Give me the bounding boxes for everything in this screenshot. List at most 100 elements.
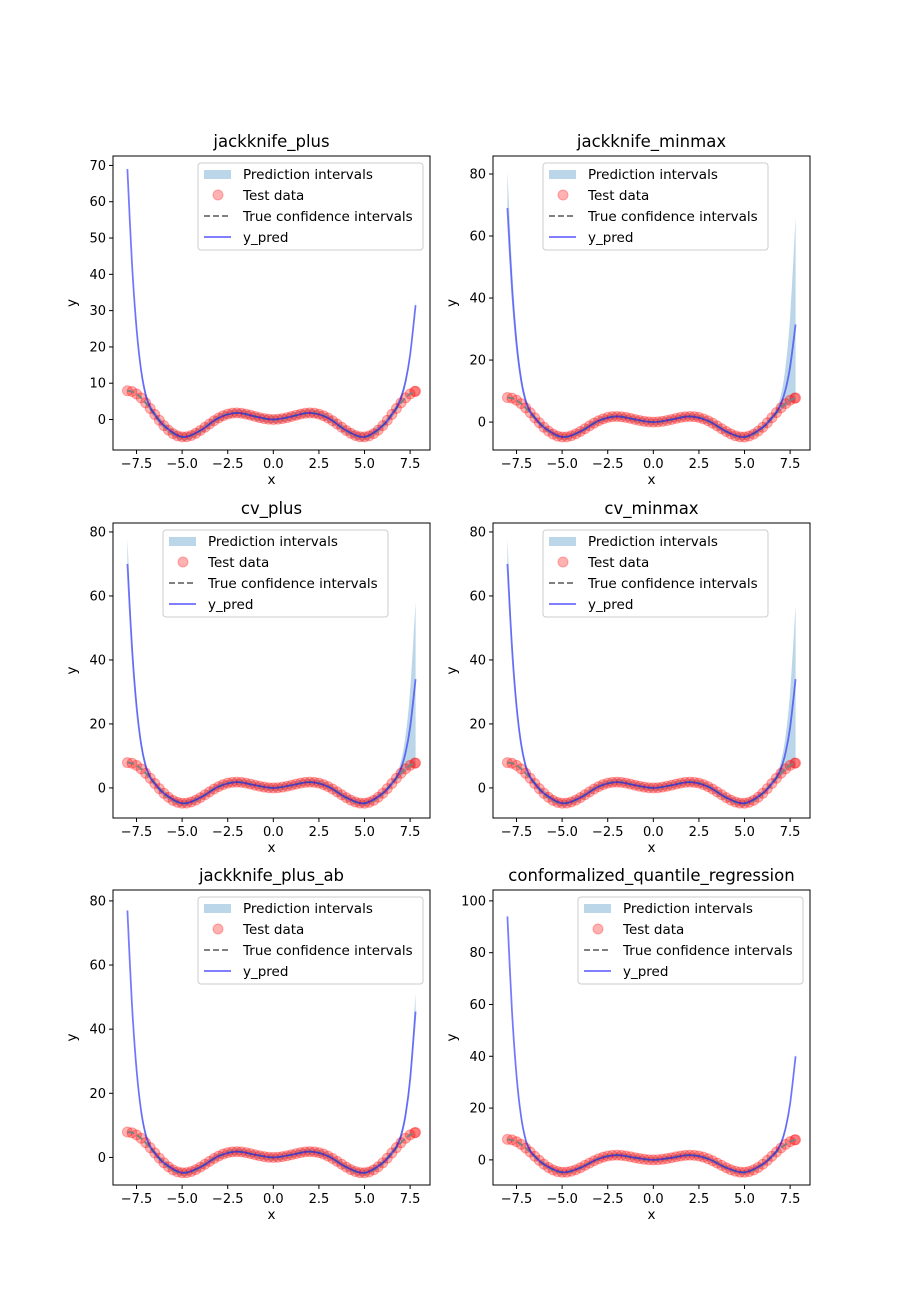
- y-tick-label: 80: [89, 894, 106, 909]
- legend: Prediction intervals Test data True confid…: [577, 896, 804, 985]
- x-tick-label: 7.5: [400, 457, 421, 472]
- y-tick-label: 100: [461, 894, 486, 909]
- legend-label: y_pred: [588, 597, 633, 613]
- subplot-cv-minmax: −7.5 −5.0 −2.5 0.0 2.5 5.0 7.5 0 20 40 60 80 cv_minm…: [444, 499, 811, 856]
- test-data-point: [410, 385, 422, 397]
- legend-swatch-prediction-intervals: [584, 904, 611, 913]
- y-axis-label: y: [64, 1034, 80, 1042]
- test-data-point: [410, 757, 422, 769]
- x-tick-label: 7.5: [780, 1192, 801, 1207]
- legend-swatch-prediction-intervals: [549, 537, 576, 546]
- y-tick-label: 0: [478, 781, 486, 796]
- y-tick-label: 0: [98, 1151, 106, 1166]
- legend-label: y_pred: [243, 230, 288, 246]
- y-pred-line: [506, 916, 797, 1174]
- y-tick-label: 20: [469, 1102, 486, 1117]
- legend-label: Prediction intervals: [208, 534, 338, 550]
- x-tick-label: 7.5: [780, 825, 801, 840]
- legend: Prediction intervals Test data True confid…: [162, 529, 389, 618]
- x-tick-label: −5.0: [166, 1192, 198, 1207]
- y-tick-label: 10: [89, 377, 106, 392]
- legend-swatch-prediction-intervals: [204, 904, 231, 913]
- x-tick-label: −7.5: [501, 457, 533, 472]
- x-tick-label: −2.5: [212, 1192, 244, 1207]
- x-axis-label: x: [268, 840, 276, 856]
- x-tick-label: 2.5: [309, 825, 330, 840]
- legend-frame: [197, 162, 424, 251]
- test-data-point: [790, 757, 802, 769]
- legend: Prediction intervals Test data True confid…: [542, 529, 769, 618]
- subplot-title: cv_plus: [241, 499, 302, 519]
- plot-area: [121, 538, 422, 809]
- x-tick-label: 7.5: [780, 457, 801, 472]
- legend-label: Prediction intervals: [588, 534, 718, 550]
- y-tick-label: 50: [89, 232, 106, 247]
- axes-frame: [492, 889, 811, 1186]
- subplot-jackknife-minmax: −7.5 −5.0 −2.5 0.0 2.5 5.0 7.5 0 20 40 60 80 jackkni…: [444, 132, 811, 488]
- y-tick-label: 80: [469, 167, 486, 182]
- plot-area: [501, 538, 802, 809]
- test-data-point: [790, 1134, 802, 1146]
- x-tick-label: 0.0: [643, 1192, 664, 1207]
- y-tick-label: 40: [89, 653, 106, 668]
- y-pred-line: [506, 208, 797, 438]
- legend-swatch-prediction-intervals: [549, 170, 576, 179]
- test-data-point: [409, 1127, 421, 1139]
- x-tick-label: 5.0: [354, 825, 375, 840]
- y-tick-label: 60: [89, 195, 106, 210]
- legend-label: True confidence intervals: [587, 209, 758, 225]
- x-tick-label: −7.5: [501, 1192, 533, 1207]
- y-tick-label: 40: [89, 268, 106, 283]
- x-tick-label: 0.0: [643, 457, 664, 472]
- x-tick-label: −5.0: [546, 825, 578, 840]
- y-tick-label: 0: [98, 781, 106, 796]
- legend: Prediction intervals Test data True confid…: [197, 896, 424, 985]
- y-tick-label: 20: [89, 717, 106, 732]
- y-tick-label: 60: [89, 589, 106, 604]
- axes-frame: [112, 889, 431, 1186]
- x-tick-label: 2.5: [309, 1192, 330, 1207]
- plot-area: [501, 913, 802, 1178]
- y-tick-label: 60: [469, 230, 486, 245]
- legend-label: Prediction intervals: [623, 901, 753, 917]
- legend-label: Prediction intervals: [243, 167, 373, 183]
- legend-frame: [197, 896, 424, 985]
- test-data-point: [409, 757, 421, 769]
- legend-label: Prediction intervals: [243, 901, 373, 917]
- x-tick-label: 0.0: [643, 825, 664, 840]
- x-tick-label: 2.5: [689, 457, 710, 472]
- legend-label: True confidence intervals: [587, 576, 758, 592]
- plot-area: [501, 170, 802, 443]
- x-tick-label: −2.5: [592, 457, 624, 472]
- y-tick-label: 60: [89, 959, 106, 974]
- legend-marker-test-data: [557, 189, 569, 201]
- x-tick-label: 0.0: [263, 457, 284, 472]
- x-tick-label: −5.0: [546, 1192, 578, 1207]
- axes-frame: [112, 155, 431, 451]
- legend-label: y_pred: [243, 964, 288, 980]
- subplot-jackknife-plus-ab: −7.5 −5.0 −2.5 0.0 2.5 5.0 7.5 0 20 40 60 80 jackkni…: [64, 866, 431, 1223]
- x-tick-label: 0.0: [263, 1192, 284, 1207]
- x-tick-label: −5.0: [166, 825, 198, 840]
- y-tick-label: 40: [469, 1050, 486, 1065]
- y-pred-line: [126, 563, 417, 805]
- test-data-point: [410, 1126, 422, 1138]
- legend-label: y_pred: [588, 230, 633, 246]
- y-tick-label: 80: [469, 946, 486, 961]
- x-tick-label: 2.5: [689, 825, 710, 840]
- y-pred-line: [506, 563, 797, 805]
- y-tick-label: 20: [469, 717, 486, 732]
- x-tick-label: −2.5: [592, 825, 624, 840]
- legend-label: True confidence intervals: [242, 943, 413, 959]
- y-tick-label: 80: [469, 525, 486, 540]
- x-axis-label: x: [648, 840, 656, 856]
- legend-label: True confidence intervals: [207, 576, 378, 592]
- x-tick-label: −2.5: [592, 1192, 624, 1207]
- x-tick-label: 5.0: [734, 1192, 755, 1207]
- legend-swatch-prediction-intervals: [204, 170, 231, 179]
- y-tick-label: 0: [98, 413, 106, 428]
- legend-label: Test data: [207, 555, 269, 571]
- y-axis-label: y: [444, 299, 460, 307]
- subplot-jackknife-plus: −7.5 −5.0 −2.5 0.0 2.5 5.0 7.5 0 10 20 30 40 50 60 70 j…: [64, 132, 431, 488]
